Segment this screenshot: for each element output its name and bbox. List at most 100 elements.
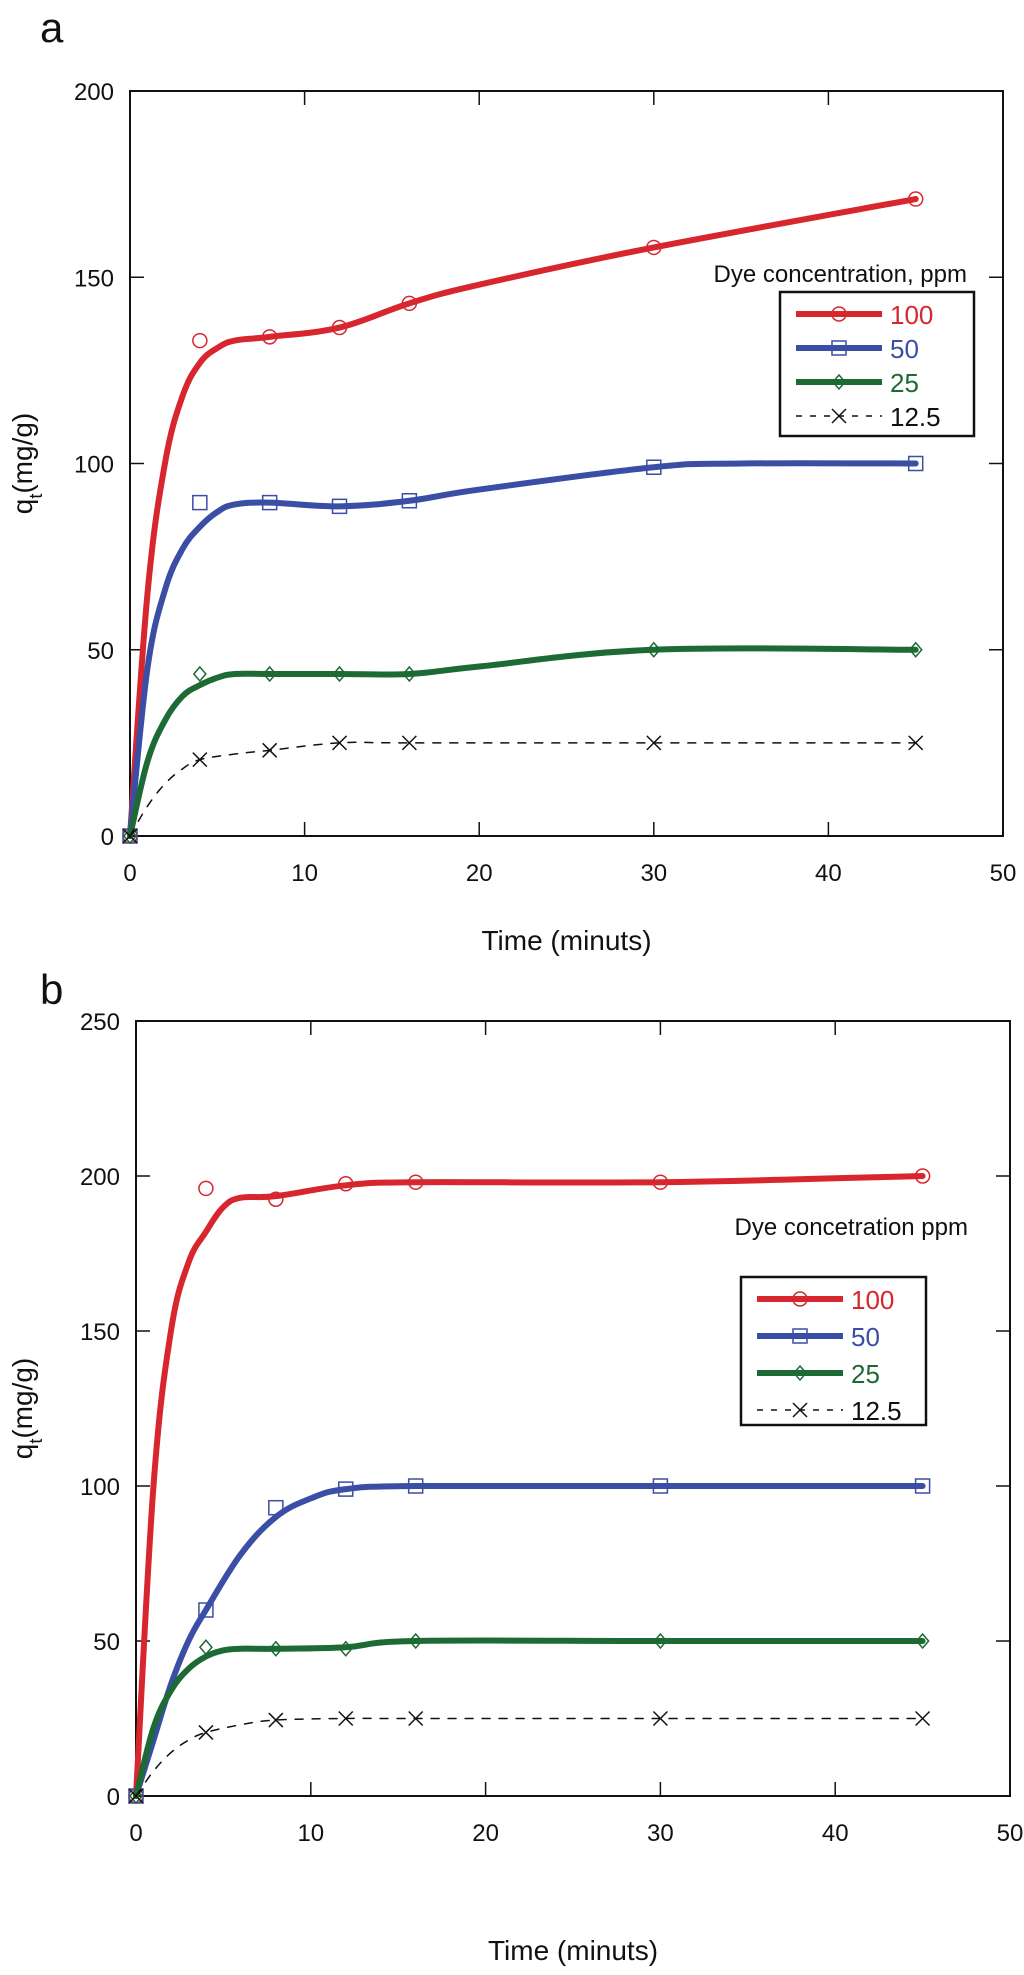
x-axis-title: Time (minuts) [481,925,651,956]
data-point-12.5 [915,1710,931,1727]
legend: Dye concetration ppm 100 50 25 12.5 [735,1214,968,1427]
y-tick-label: 250 [80,1009,120,1036]
data-point-100 [268,1191,284,1207]
legend-marker [831,408,847,424]
y-axis-subscript: t [26,494,46,499]
legend-label: 12.5 [851,1396,902,1426]
data-point-50 [652,1478,669,1494]
data-point-50 [331,498,348,515]
series-12.5 [122,735,924,844]
legend-entry-25: 25 [796,368,919,398]
data-point-12.5 [401,735,417,751]
y-tick-label: 100 [74,452,114,479]
data-point-12.5 [908,735,924,751]
data-point-12.5 [128,1788,144,1804]
legend-entry-100: 100 [796,300,933,330]
x-axis-title: Time (minuts) [488,1935,658,1966]
legend-entry-25: 25 [757,1359,880,1389]
data-point-12.5 [646,735,662,751]
x-tick-label: 0 [129,1820,142,1847]
data-point-25 [262,665,277,683]
data-point-100 [198,1180,214,1197]
fit-line-50 [133,1482,926,1799]
y-axis-title: qt(mg/g) [7,413,46,515]
series-25 [129,1632,930,1805]
legend-entry-50: 50 [757,1322,880,1352]
chart-panel-b: b 0 10 20 30 40 50 0 50 100 150 200 250 Time (minuts)… [7,966,1023,1966]
fit-line-100 [133,1173,926,1799]
legend-label: 50 [851,1322,880,1352]
legend-label: 25 [890,368,919,398]
legend-marker [831,340,847,356]
data-point-100 [338,1176,354,1192]
data-point-100 [907,191,924,207]
data-point-25 [332,665,347,683]
panel-label: b [40,966,63,1013]
plot-frame [135,1020,1011,1797]
x-tick-label: 20 [466,860,493,887]
series-50 [128,1478,931,1804]
data-point-12.5 [262,742,278,758]
legend-label: 50 [890,334,919,364]
x-tick-label: 10 [297,1820,324,1847]
legend-entry-12.5: 12.5 [796,402,941,432]
legend-label: 100 [851,1285,894,1315]
fit-line-25 [127,645,919,839]
x-tick-label: 40 [815,860,842,887]
legend-label: 12.5 [890,402,941,432]
y-axis-unit: (mg/g) [7,1358,38,1439]
y-tick-label: 50 [87,638,114,665]
y-tick-label: 50 [93,1629,120,1656]
x-tick-label: 0 [123,860,136,887]
series-12.5 [128,1710,931,1804]
data-point-12.5 [268,1712,284,1728]
y-tick-label: 150 [80,1319,120,1346]
x-tick-label: 40 [822,1820,849,1847]
data-point-25 [908,641,923,658]
data-point-50 [914,1478,931,1494]
data-point-25 [402,665,417,683]
data-point-12.5 [198,1724,214,1740]
data-point-25 [646,641,661,658]
y-tick-label: 200 [74,79,114,106]
y-tick-label: 0 [107,1784,120,1811]
x-tick-label: 50 [990,860,1017,887]
data-point-25 [123,827,137,845]
data-point-25 [653,1632,668,1650]
data-point-50 [268,1499,284,1516]
data-point-25 [338,1640,353,1657]
legend-title: Dye concentration, ppm [714,261,967,288]
legend-title: Dye concetration ppm [735,1214,968,1241]
panel-label: a [40,4,64,51]
data-point-25 [915,1632,930,1650]
data-point-12.5 [338,1710,354,1727]
fit-line-50 [127,460,919,839]
legend-entry-100: 100 [757,1285,894,1315]
data-point-25 [129,1787,143,1805]
data-point-50 [261,494,278,511]
fit-line-100 [127,196,919,839]
legend-marker [792,1402,808,1418]
x-tick-label: 50 [997,1820,1024,1847]
data-point-12.5 [331,735,348,751]
data-point-50 [407,1478,424,1494]
data-point-100 [914,1168,931,1184]
y-tick-label: 0 [101,824,114,851]
data-point-12.5 [122,828,138,844]
data-point-100 [646,239,662,256]
legend-label: 25 [851,1359,880,1389]
data-point-100 [331,319,348,336]
data-point-25 [192,665,207,683]
data-point-100 [401,295,418,312]
legend-marker [792,1328,808,1344]
data-point-100 [652,1174,669,1190]
y-tick-label: 150 [74,265,114,292]
fit-line-12.5 [135,1717,924,1797]
data-point-25 [408,1632,423,1650]
y-axis-unit: (mg/g) [7,413,38,494]
data-point-12.5 [192,752,208,768]
legend-marker [832,373,846,391]
data-point-100 [407,1174,424,1190]
data-point-50 [192,494,208,511]
x-tick-label: 20 [472,1820,499,1847]
